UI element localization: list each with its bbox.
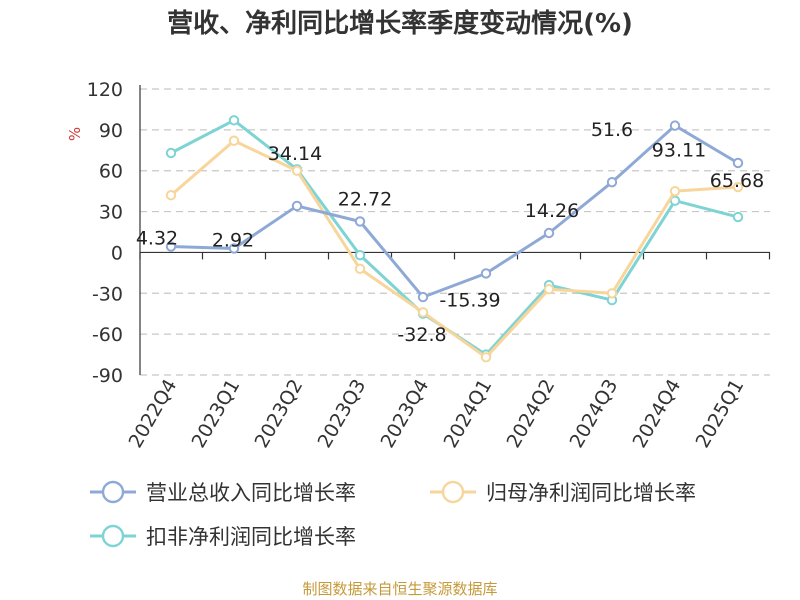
legend-swatch-marker: [441, 480, 465, 504]
x-tick-label: 2022Q4: [125, 376, 182, 452]
data-point: [732, 157, 744, 169]
legend-item-2: 扣非净利润同比增长率: [90, 524, 356, 549]
legend-label: 扣非净利润同比增长率: [146, 525, 356, 549]
source-note: 制图数据来自恒生聚源数据库: [302, 580, 497, 598]
data-point: [228, 115, 240, 126]
x-tick-label: 2024Q1: [440, 376, 497, 452]
data-point: [606, 288, 618, 299]
y-tick-label: -60: [92, 324, 123, 346]
data-point: [480, 268, 492, 279]
data-label: -32.8: [397, 324, 446, 346]
data-label: 65.68: [710, 170, 764, 192]
y-tick-label: 0: [111, 242, 123, 264]
data-point: [732, 211, 744, 223]
legend-label: 营业总收入同比增长率: [146, 481, 356, 505]
data-point: [165, 147, 177, 159]
x-tick-label: 2024Q4: [629, 376, 686, 452]
data-point: [417, 291, 429, 303]
x-tick-label: 2023Q2: [251, 376, 308, 452]
data-point: [354, 216, 366, 227]
legend-swatch-marker: [101, 524, 125, 548]
data-point: [291, 165, 303, 176]
x-tick-label: 2023Q4: [377, 376, 434, 452]
series-line-1: [170, 139, 739, 359]
data-point: [417, 307, 429, 318]
y-tick-label: 90: [99, 120, 123, 142]
y-axis-unit: %: [66, 127, 84, 141]
data-point: [480, 352, 492, 363]
data-label: 2.92: [212, 229, 254, 251]
data-label-layer: 4.32 2.92 34.14 22.72 -32.8 -15.39 14.26 51.6 93…: [136, 119, 764, 346]
x-tick-label: 2023Q1: [188, 376, 245, 452]
data-point: [669, 120, 681, 131]
legend-item-1: 归母净利润同比增长率: [430, 480, 696, 505]
y-tick-label: 30: [99, 202, 123, 224]
series-layer: [165, 115, 744, 363]
data-point: [543, 227, 555, 239]
data-point: [291, 200, 303, 212]
data-point: [354, 263, 366, 274]
data-point: [165, 241, 177, 252]
x-tick-label: 2024Q3: [566, 376, 623, 452]
series-line-0: [170, 124, 739, 299]
data-point: [669, 185, 681, 197]
data-label: -15.39: [439, 289, 500, 311]
data-label: 51.6: [591, 119, 633, 141]
y-tick-label: -30: [92, 283, 123, 305]
data-point: [606, 176, 618, 188]
data-point: [354, 249, 366, 261]
data-label: 93.11: [652, 140, 706, 162]
data-point: [732, 181, 744, 193]
x-tick-label: 2025Q1: [692, 376, 749, 452]
data-label: 34.14: [268, 143, 322, 165]
legend-swatch-marker: [101, 480, 125, 504]
chart-title: 营收、净利同比增长率季度变动情况(%): [167, 8, 633, 39]
data-point: [543, 284, 555, 295]
legend-label: 归母净利润同比增长率: [486, 481, 696, 505]
y-tick-label: 60: [99, 161, 123, 183]
data-point: [228, 243, 240, 254]
data-label: 4.32: [136, 228, 178, 250]
y-tick-label: -90: [92, 365, 123, 387]
x-tick-label: 2023Q3: [314, 376, 371, 452]
legend-item-0: 营业总收入同比增长率: [90, 480, 356, 505]
data-point: [165, 190, 177, 201]
data-point: [228, 135, 240, 146]
x-tick-label: 2024Q2: [503, 376, 560, 452]
y-tick-label: 120: [87, 79, 123, 101]
data-label: 14.26: [525, 200, 579, 222]
data-label: 22.72: [338, 188, 392, 210]
